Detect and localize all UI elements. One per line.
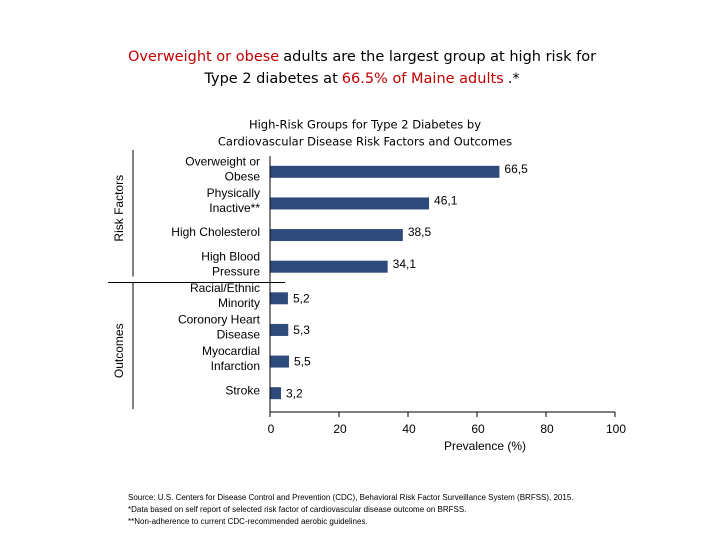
x-tick-label: 20	[333, 422, 347, 436]
y-tick-label: Obese	[225, 169, 261, 183]
x-axis-label: Prevalence (%)	[444, 439, 526, 453]
group-label: Risk Factors	[112, 175, 126, 242]
y-tick-label: Inactive**	[209, 201, 260, 215]
headline-part: 66.5% of Maine adults	[342, 71, 504, 87]
x-tick-label: 100	[606, 422, 626, 436]
y-tick-label: High Cholesterol	[171, 225, 260, 239]
value-label: 5,5	[294, 355, 311, 369]
headline-part: .*	[508, 71, 520, 87]
value-label: 66,5	[504, 162, 528, 176]
bar	[270, 355, 289, 368]
footnote: **Non-adherence to current CDC-recommend…	[128, 517, 368, 526]
y-tick-label: High Blood	[201, 249, 260, 263]
headline-part: adults are the largest group at high ris…	[283, 49, 596, 65]
x-tick-label: 60	[471, 422, 485, 436]
x-tick-label: 40	[402, 422, 416, 436]
value-label: 46,1	[434, 194, 458, 208]
bar	[270, 260, 388, 273]
chart-title: Cardiovascular Disease Risk Factors and …	[218, 135, 512, 149]
bar	[270, 165, 500, 178]
footnote: *Data based on self report of selected r…	[128, 505, 466, 514]
bar	[270, 197, 430, 210]
y-tick-label: Disease	[217, 328, 261, 342]
headline-part: Type 2 diabetes at	[203, 71, 338, 87]
y-tick-label: Overweight or	[185, 154, 260, 168]
y-tick-label: Infarction	[211, 359, 260, 373]
y-tick-label: Racial/Ethnic	[190, 281, 260, 295]
bar	[270, 323, 289, 336]
value-label: 5,3	[293, 323, 310, 337]
headline-part: Overweight or obese	[128, 49, 279, 65]
footnote: Source: U.S. Centers for Disease Control…	[128, 493, 574, 502]
y-tick-label: Minority	[218, 296, 260, 310]
bar	[270, 229, 403, 242]
value-label: 5,2	[293, 291, 310, 305]
value-label: 3,2	[286, 386, 303, 400]
x-tick-label: 0	[268, 422, 275, 436]
y-tick-label: Physically	[207, 186, 260, 200]
headline: Overweight or obese adults are the larges…	[128, 49, 596, 65]
value-label: 34,1	[393, 257, 417, 271]
y-tick-label: Myocardial	[202, 344, 260, 358]
chart-title: High-Risk Groups for Type 2 Diabetes by	[249, 118, 481, 132]
bar	[270, 387, 282, 400]
y-tick-label: Coronory Heart	[178, 313, 261, 327]
headline: Type 2 diabetes at 66.5% of Maine adults.…	[203, 71, 519, 87]
x-tick-label: 80	[540, 422, 554, 436]
y-tick-label: Stroke	[225, 383, 260, 397]
value-label: 38,5	[408, 225, 432, 239]
bar	[270, 292, 288, 305]
group-label: Outcomes	[112, 323, 126, 378]
y-tick-label: Pressure	[212, 264, 260, 278]
